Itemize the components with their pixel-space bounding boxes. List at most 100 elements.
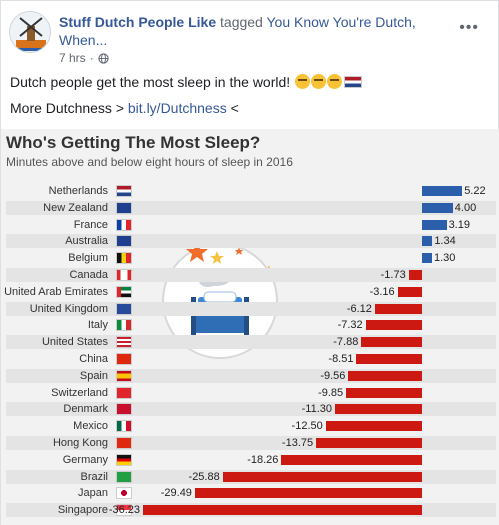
country-flag-icon	[116, 269, 132, 281]
sleeping-face-emoji-icon	[311, 74, 327, 89]
post-text-line: Dutch people get the most sleep in the w…	[10, 73, 490, 91]
chart-row: United Kingdom -6.12	[6, 301, 496, 316]
tagged-page-link[interactable]: You Know You're Dutch, When...	[59, 14, 416, 48]
country-label: New Zealand	[43, 201, 108, 214]
chart-row: New Zealand 4.00	[6, 200, 496, 215]
sleep-bar	[408, 270, 422, 280]
sleep-bar	[194, 488, 422, 499]
post-options-icon[interactable]: •••	[459, 19, 479, 36]
country-flag-icon	[116, 470, 132, 483]
value-label: 1.30	[434, 252, 456, 265]
value-label: -12.50	[291, 420, 323, 433]
sleeping-face-emoji-icon	[295, 74, 311, 89]
post-header: Stuff Dutch People Like tagged You Know …	[9, 11, 489, 71]
sleep-infographic[interactable]: Who's Getting The Most Sleep? Minutes ab…	[1, 129, 499, 525]
sleep-bar	[281, 454, 422, 465]
sleep-bar	[422, 236, 433, 247]
value-label: -1.73	[380, 269, 406, 281]
country-label: Denmark	[63, 403, 108, 416]
chart-row: Belgium 1.30	[6, 251, 496, 265]
chart-row: France 3.19	[6, 218, 496, 232]
chart-row: Australia 1.34	[6, 234, 496, 249]
value-label: -6.12	[346, 302, 372, 315]
sleep-bar	[348, 370, 422, 381]
country-label: China	[79, 353, 108, 365]
value-label: -8.51	[328, 353, 354, 365]
country-flag-icon	[116, 386, 132, 399]
country-flag-icon	[116, 487, 132, 500]
country-flag-icon	[116, 252, 132, 265]
sleep-bar	[361, 337, 422, 348]
value-label: -13.75	[281, 437, 314, 449]
country-label: United Arab Emirates	[4, 285, 108, 298]
page-name-link[interactable]: Stuff Dutch People Like	[59, 14, 217, 30]
chart-row: Italy -7.32	[6, 318, 496, 332]
chart-row: United States -7.88	[6, 335, 496, 350]
chart-row: Switzerland -9.85	[6, 386, 496, 400]
post-body: Dutch people get the most sleep in the w…	[10, 73, 490, 125]
country-label: Japan	[78, 487, 108, 500]
post-timestamp[interactable]: 7 hrs	[59, 51, 86, 65]
sleep-bar	[422, 186, 463, 196]
chart-row: Hong Kong -13.75	[6, 436, 496, 450]
page-avatar[interactable]	[9, 11, 51, 53]
sleep-bar	[422, 219, 447, 230]
country-flag-icon	[116, 453, 132, 466]
value-label: 5.22	[464, 185, 486, 197]
value-label: -18.26	[247, 453, 279, 466]
value-label: 4.00	[454, 201, 477, 214]
country-flag-icon	[116, 185, 132, 197]
country-label: Switzerland	[51, 386, 108, 399]
country-label: United States	[41, 336, 108, 349]
sleeping-face-emoji-icon	[327, 74, 343, 89]
country-label: United Kingdom	[29, 302, 108, 315]
value-label: -11.30	[301, 403, 332, 416]
value-label: -9.56	[320, 369, 346, 382]
country-flag-icon	[116, 353, 132, 365]
value-label: 1.34	[434, 235, 456, 248]
country-flag-icon	[116, 420, 132, 433]
value-label: -36.23	[108, 504, 141, 517]
chart-subtitle: Minutes above and below eight hours of s…	[6, 155, 293, 169]
sleep-bar	[356, 354, 422, 364]
country-flag-icon	[116, 218, 132, 231]
tag-verb: tagged	[220, 14, 263, 30]
chart-row: Brazil -25.88	[6, 469, 496, 484]
chart-row: Spain -9.56	[6, 368, 496, 383]
sleep-bar	[334, 404, 422, 415]
country-label: Hong Kong	[52, 437, 108, 449]
dutchness-link[interactable]: bit.ly/Dutchness	[127, 100, 227, 116]
country-label: Australia	[65, 235, 108, 248]
country-flag-icon	[116, 319, 132, 332]
sleep-bar	[374, 303, 422, 314]
country-label: Spain	[79, 369, 108, 382]
netherlands-flag-emoji-icon	[344, 76, 363, 88]
country-label: France	[73, 218, 108, 231]
chart-row: China -8.51	[6, 352, 496, 366]
chart-row: Germany -18.26	[6, 453, 496, 467]
chart-row: United Arab Emirates -3.16	[4, 285, 496, 299]
chart-row: Canada -1.73	[6, 268, 496, 282]
sleep-bar	[222, 471, 422, 482]
windmill-logo-icon	[10, 12, 50, 52]
sleep-bar	[422, 253, 432, 264]
value-label: -7.88	[333, 336, 359, 349]
post-link-line: More Dutchness > bit.ly/Dutchness <	[10, 99, 490, 117]
value-label: -9.85	[318, 386, 344, 399]
sleep-bar	[346, 387, 422, 398]
country-label: Canada	[69, 269, 108, 281]
chart-row: Netherlands 5.22	[6, 184, 496, 198]
sleep-bar	[397, 286, 422, 297]
post-meta: 7 hrs ·	[59, 51, 109, 65]
chart-row: Singapore -36.23	[6, 503, 496, 518]
country-flag-icon	[116, 285, 132, 298]
globe-icon[interactable]	[98, 52, 109, 64]
value-label: -3.16	[369, 285, 395, 298]
country-flag-icon	[116, 336, 132, 349]
country-label: Germany	[62, 453, 108, 466]
chart-title: Who's Getting The Most Sleep?	[6, 133, 261, 152]
sleep-bar	[365, 320, 422, 331]
country-flag-icon	[116, 235, 132, 248]
sleep-bar	[325, 421, 422, 432]
